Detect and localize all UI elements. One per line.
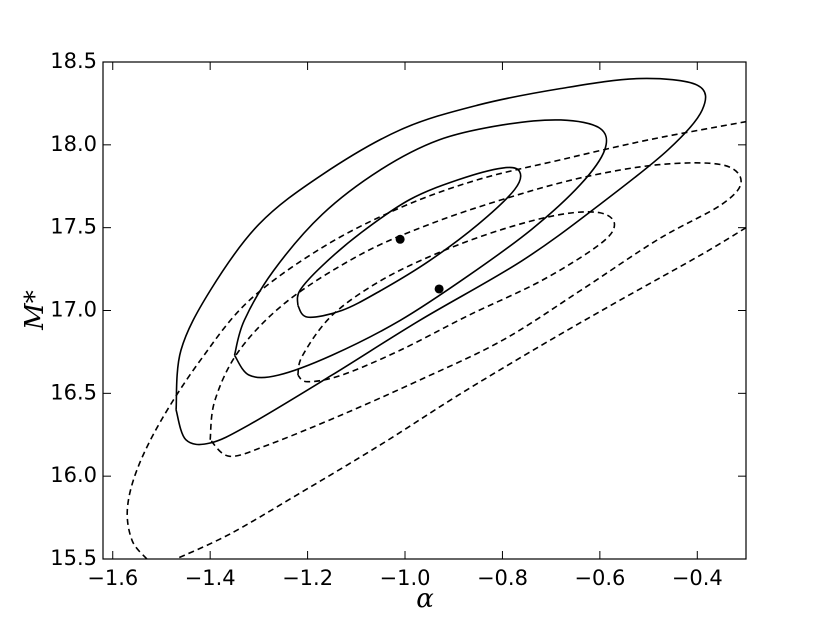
y-tick-label: 18.0 xyxy=(50,132,97,156)
y-tick-label: 15.5 xyxy=(50,546,97,570)
contour-line xyxy=(297,211,616,383)
plot-area xyxy=(126,77,746,559)
x-tick-label: −0.4 xyxy=(672,566,723,590)
y-axis-label: M* xyxy=(20,290,50,331)
y-tick-label: 17.0 xyxy=(50,298,97,322)
contour-line xyxy=(126,120,746,559)
best-fit-point xyxy=(395,234,405,244)
axes-frame xyxy=(102,61,747,560)
y-tick-label: 18.5 xyxy=(50,49,97,73)
y-tick-label: 16.5 xyxy=(50,380,97,404)
contour-line xyxy=(233,119,608,379)
x-tick-label: −1.6 xyxy=(87,566,138,590)
contour-line xyxy=(209,162,742,458)
contour-line xyxy=(296,166,522,319)
x-tick-label: −0.6 xyxy=(574,566,625,590)
y-tick-label: 17.5 xyxy=(50,215,97,239)
contour-line xyxy=(175,77,707,446)
x-tick-label: −0.8 xyxy=(477,566,528,590)
best-fit-point xyxy=(434,284,444,294)
x-tick-label: −1.4 xyxy=(185,566,236,590)
x-tick-label: −1.0 xyxy=(380,566,431,590)
y-tick-label: 16.0 xyxy=(50,463,97,487)
x-tick-label: −1.2 xyxy=(282,566,333,590)
x-axis-label: α xyxy=(416,584,434,614)
